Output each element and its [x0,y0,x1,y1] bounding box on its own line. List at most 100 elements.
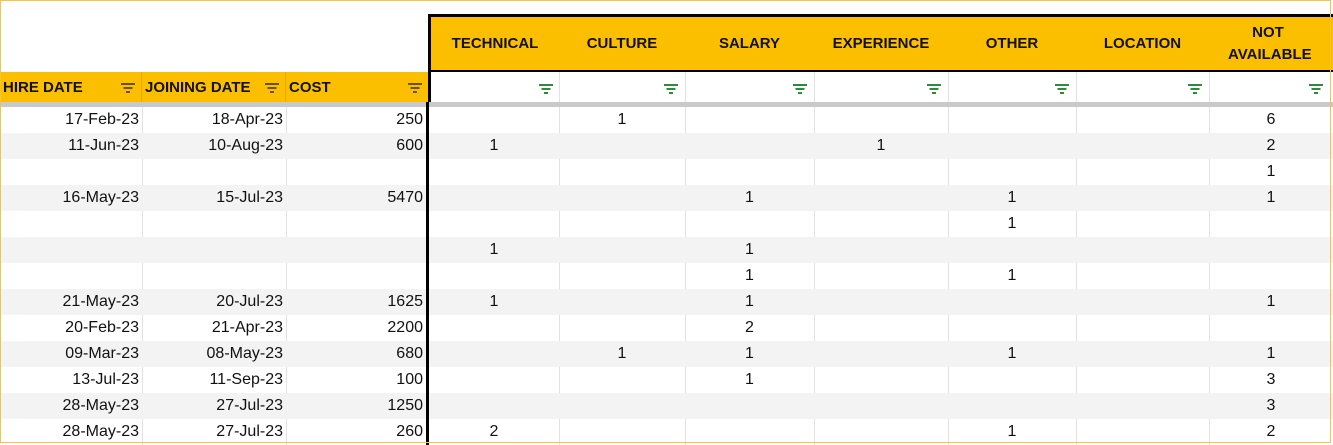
cell-hire-date[interactable]: 21-May-23 [62,293,139,310]
filter-icon[interactable] [663,84,679,96]
cell-reason[interactable] [814,237,948,263]
cell-reason[interactable] [814,107,948,133]
cell-reason[interactable]: 1 [1007,345,1017,362]
cell-reason[interactable] [559,133,685,159]
cell-reason[interactable]: 1 [489,137,499,154]
cell-hire-date[interactable]: 17-Feb-23 [65,111,139,128]
cell-reason[interactable] [685,133,814,159]
header-salary[interactable]: SALARY [685,17,814,70]
cell-reason[interactable]: 1 [876,137,886,154]
cell-reason[interactable]: 1 [745,241,754,258]
cell-reason[interactable] [685,159,814,185]
cell-reason[interactable]: 3 [1266,397,1276,414]
cell-reason[interactable] [1076,107,1209,133]
header-location[interactable]: LOCATION [1076,17,1209,70]
cell-hire-date[interactable] [0,211,142,237]
filter-icon[interactable] [264,83,280,95]
cell-cost[interactable]: 1625 [387,293,423,310]
cell-reason[interactable]: 2 [1266,137,1276,154]
cell-hire-date[interactable]: 13-Jul-23 [72,371,139,388]
cell-reason[interactable]: 1 [489,293,499,310]
cell-reason[interactable]: 1 [489,241,499,258]
cell-joining-date[interactable] [142,159,286,185]
header-not-available[interactable]: NOT AVAILABLE [1209,17,1327,70]
cell-reason[interactable] [429,211,559,237]
cell-reason[interactable] [685,419,814,445]
cell-reason[interactable] [559,237,685,263]
cell-cost[interactable] [286,237,426,263]
cell-reason[interactable] [814,185,948,211]
cell-reason[interactable] [1209,263,1333,289]
cell-cost[interactable]: 260 [396,423,423,440]
cell-reason[interactable] [559,289,685,315]
cell-reason[interactable] [1076,341,1209,367]
cell-reason[interactable]: 1 [1266,293,1276,310]
cell-reason[interactable] [1209,211,1333,237]
cell-cost[interactable]: 1250 [387,397,423,414]
cell-reason[interactable] [559,393,685,419]
cell-reason[interactable] [429,315,559,341]
filter-icon[interactable] [1187,84,1203,96]
cell-reason[interactable]: 1 [617,345,627,362]
cell-reason[interactable]: 1 [745,371,754,388]
cell-hire-date[interactable] [0,159,142,185]
cell-reason[interactable]: 1 [745,267,754,284]
header-cost[interactable]: COST [286,72,428,102]
cell-cost[interactable]: 100 [396,371,423,388]
cell-cost[interactable]: 680 [396,345,423,362]
cell-reason[interactable] [429,107,559,133]
cell-reason[interactable] [948,393,1076,419]
cell-hire-date[interactable] [0,237,142,263]
cell-reason[interactable]: 1 [1007,267,1017,284]
cell-reason[interactable]: 1 [745,293,754,310]
cell-joining-date[interactable] [142,237,286,263]
header-culture[interactable]: CULTURE [559,17,685,70]
filter-icon[interactable] [120,83,136,95]
header-technical[interactable]: TECHNICAL [431,17,559,70]
cell-reason[interactable] [814,393,948,419]
cell-reason[interactable]: 2 [745,319,754,336]
cell-reason[interactable] [948,107,1076,133]
cell-joining-date[interactable]: 08-May-23 [206,345,283,362]
cell-joining-date[interactable] [142,211,286,237]
cell-cost[interactable] [286,159,426,185]
cell-reason[interactable] [1209,237,1333,263]
cell-joining-date[interactable]: 10-Aug-23 [208,137,283,154]
cell-reason[interactable] [559,367,685,393]
cell-reason[interactable]: 1 [1266,345,1276,362]
cell-reason[interactable] [1076,367,1209,393]
cell-hire-date[interactable]: 28-May-23 [62,397,139,414]
filter-icon[interactable] [538,84,554,96]
filter-icon[interactable] [926,84,942,96]
cell-reason[interactable] [814,211,948,237]
cell-reason[interactable] [814,367,948,393]
cell-reason[interactable] [1076,237,1209,263]
cell-joining-date[interactable]: 18-Apr-23 [211,111,283,128]
cell-joining-date[interactable] [142,263,286,289]
cell-joining-date[interactable]: 21-Apr-23 [211,319,283,336]
header-other[interactable]: OTHER [948,17,1076,70]
cell-reason[interactable]: 2 [1266,423,1276,440]
cell-joining-date[interactable]: 15-Jul-23 [216,189,283,206]
cell-reason[interactable] [559,315,685,341]
cell-reason[interactable] [814,315,948,341]
cell-reason[interactable] [814,419,948,445]
header-experience[interactable]: EXPERIENCE [814,17,948,70]
cell-hire-date[interactable]: 28-May-23 [62,423,139,440]
filter-icon[interactable] [1054,84,1070,96]
cell-hire-date[interactable]: 11-Jun-23 [68,137,139,154]
cell-reason[interactable] [948,289,1076,315]
filter-icon[interactable] [1308,84,1324,96]
cell-reason[interactable] [1076,159,1209,185]
cell-reason[interactable] [429,159,559,185]
cell-joining-date[interactable]: 27-Jul-23 [216,423,283,440]
cell-reason[interactable] [948,315,1076,341]
cell-joining-date[interactable]: 20-Jul-23 [216,293,283,310]
cell-reason[interactable] [814,341,948,367]
cell-reason[interactable] [559,159,685,185]
cell-reason[interactable] [1076,393,1209,419]
cell-reason[interactable]: 6 [1266,111,1276,128]
cell-hire-date[interactable]: 16-May-23 [62,189,139,206]
cell-reason[interactable] [814,289,948,315]
cell-reason[interactable] [948,237,1076,263]
